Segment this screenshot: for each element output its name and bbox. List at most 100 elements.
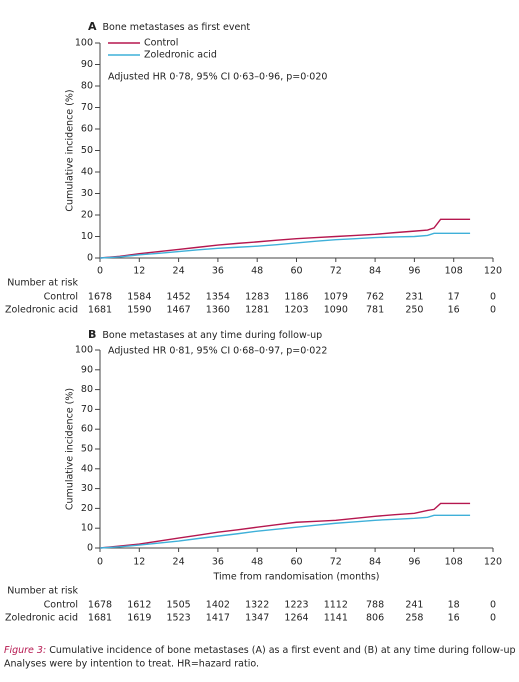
risk-title: Number at risk: [7, 586, 78, 597]
risk-row-name: Zoledronic acid: [5, 613, 78, 624]
x-tick-label: 12: [133, 266, 145, 277]
caption: Figure 3: Cumulative incidence of bone m…: [4, 645, 516, 656]
line: [99, 502, 471, 549]
y-tick-label: 10: [81, 231, 93, 242]
y-tick-label: 20: [81, 503, 93, 514]
risk-row-name: Zoledronic acid: [5, 305, 78, 316]
risk-value: 1590: [127, 305, 151, 316]
line: [99, 232, 471, 259]
y-tick-label: 30: [81, 483, 93, 494]
risk-value: 1417: [206, 613, 230, 624]
y-tick-label: 50: [81, 444, 93, 455]
y-tick-label: 80: [81, 81, 93, 92]
risk-value: 0: [490, 613, 496, 624]
y-tick-label: 90: [81, 364, 93, 375]
risk-value: 788: [366, 600, 384, 611]
caption-label: Figure 3:: [4, 645, 46, 656]
y-tick-label: 30: [81, 188, 93, 199]
risk-value: 1186: [284, 292, 308, 303]
risk-value: 781: [366, 305, 384, 316]
panel-letter: A: [88, 20, 97, 33]
y-tick-label: 70: [81, 404, 93, 415]
risk-value: 1322: [245, 600, 269, 611]
risk-value: 1681: [88, 613, 112, 624]
risk-value: 1141: [324, 613, 348, 624]
risk-value: 16: [448, 613, 460, 624]
risk-value: 1452: [167, 292, 191, 303]
x-tick-label: 0: [97, 557, 103, 568]
y-tick-label: 60: [81, 424, 93, 435]
risk-value: 1283: [245, 292, 269, 303]
risk-value: 1467: [167, 305, 191, 316]
risk-value: 18: [448, 600, 460, 611]
caption-note: Analyses were by intention to treat. HR=…: [4, 659, 259, 670]
risk-value: 1678: [88, 292, 112, 303]
y-tick-label: 80: [81, 384, 93, 395]
y-tick-label: 100: [75, 345, 93, 356]
x-tick-label: 120: [484, 557, 502, 568]
y-tick-label: 10: [81, 523, 93, 534]
panel-title-text: Bone metastases at any time during follo…: [102, 330, 322, 341]
risk-value: 1681: [88, 305, 112, 316]
risk-value: 0: [490, 292, 496, 303]
y-tick-label: 20: [81, 210, 93, 221]
x-tick-label: 12: [133, 557, 145, 568]
risk-value: 1112: [324, 600, 348, 611]
x-tick-label: 48: [251, 557, 263, 568]
x-tick-label: 84: [369, 266, 381, 277]
x-tick-label: 24: [173, 557, 185, 568]
risk-value: 0: [490, 305, 496, 316]
risk-value: 16: [448, 305, 460, 316]
risk-value: 17: [448, 292, 460, 303]
risk-value: 762: [366, 292, 384, 303]
caption-text: Cumulative incidence of bone metastases …: [49, 645, 515, 656]
y-tick-label: 0: [87, 543, 93, 554]
x-tick-label: 72: [330, 266, 342, 277]
y-tick-label: 100: [75, 38, 93, 49]
risk-value: 231: [405, 292, 423, 303]
y-tick-label: 0: [87, 253, 93, 264]
panel-letter: B: [88, 328, 96, 341]
risk-value: 241: [405, 600, 423, 611]
risk-value: 250: [405, 305, 423, 316]
x-axis-label: Time from randomisation (months): [212, 572, 379, 583]
x-tick-label: 96: [408, 266, 420, 277]
risk-value: 1505: [167, 600, 191, 611]
risk-row-name: Control: [44, 292, 78, 303]
y-tick-label: 90: [81, 59, 93, 70]
risk-value: 1223: [284, 600, 308, 611]
x-tick-label: 108: [445, 266, 463, 277]
x-tick-label: 24: [173, 266, 185, 277]
y-tick-label: 50: [81, 145, 93, 156]
risk-value: 1354: [206, 292, 230, 303]
risk-value: 1360: [206, 305, 230, 316]
x-tick-label: 84: [369, 557, 381, 568]
risk-value: 1619: [127, 613, 151, 624]
panel-title-text: Bone metastases as first event: [103, 22, 251, 33]
y-tick-label: 40: [81, 167, 93, 178]
line: [99, 218, 471, 259]
risk-value: 1347: [245, 613, 269, 624]
risk-value: 1402: [206, 600, 230, 611]
x-tick-label: 36: [212, 266, 224, 277]
legend-label: Zoledronic acid: [144, 50, 217, 61]
y-tick-label: 70: [81, 102, 93, 113]
x-tick-label: 60: [290, 266, 302, 277]
y-tick-label: 40: [81, 463, 93, 474]
risk-value: 806: [366, 613, 384, 624]
risk-value: 1523: [167, 613, 191, 624]
x-tick-label: 72: [330, 557, 342, 568]
risk-value: 1612: [127, 600, 151, 611]
risk-row-name: Control: [44, 600, 78, 611]
panel-title: A Bone metastases as first event: [88, 20, 250, 33]
y-axis-label: Cumulative incidence (%): [65, 89, 76, 211]
x-tick-label: 36: [212, 557, 224, 568]
risk-title: Number at risk: [7, 278, 78, 289]
annotation: Adjusted HR 0·78, 95% CI 0·63–0·96, p=0·…: [108, 72, 327, 83]
risk-value: 0: [490, 600, 496, 611]
x-tick-label: 108: [445, 557, 463, 568]
risk-value: 1584: [127, 292, 151, 303]
y-axis-label: Cumulative incidence (%): [65, 388, 76, 510]
y-tick-label: 60: [81, 124, 93, 135]
